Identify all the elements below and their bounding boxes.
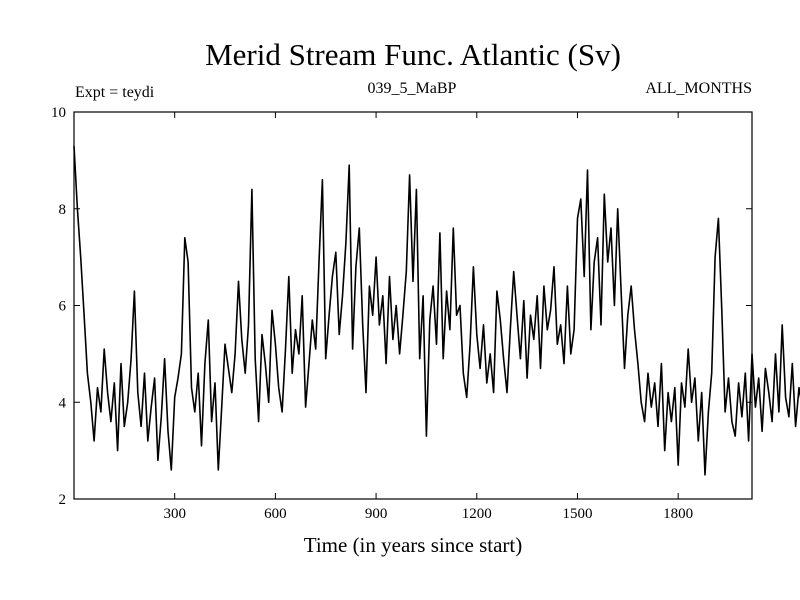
subtitle-right: ALL_MONTHS xyxy=(645,80,752,97)
y-axis: 2 4 6 8 10 xyxy=(51,105,752,508)
chart-title: Merid Stream Func. Atlantic (Sv) xyxy=(205,37,621,72)
x-tick-label: 300 xyxy=(163,506,186,522)
x-tick-label: 900 xyxy=(365,506,388,522)
x-axis: 300 600 900 1200 1500 1800 xyxy=(163,112,693,522)
x-tick-label: 1500 xyxy=(562,506,592,522)
y-tick-label: 4 xyxy=(59,395,67,411)
x-tick-label: 1800 xyxy=(663,506,693,522)
y-tick-label: 8 xyxy=(59,202,67,218)
plot-frame xyxy=(73,111,753,500)
x-tick-label: 600 xyxy=(264,506,287,522)
subtitle-left: Expt = teydi xyxy=(75,84,155,101)
x-tick-label: 1200 xyxy=(462,506,492,522)
series-line xyxy=(73,145,800,476)
y-tick-label: 6 xyxy=(59,299,67,315)
subtitle-center: 039_5_MaBP xyxy=(368,80,457,97)
x-axis-label: Time (in years since start) xyxy=(304,533,523,557)
y-tick-label: 10 xyxy=(51,105,66,121)
y-tick-label: 2 xyxy=(59,492,67,508)
